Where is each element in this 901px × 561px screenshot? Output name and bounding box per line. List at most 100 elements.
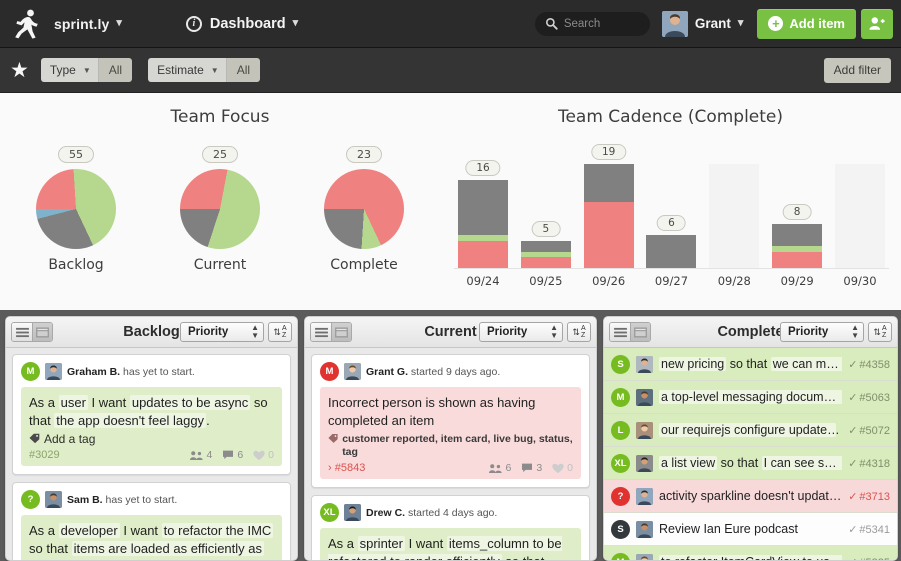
card-id[interactable]: #3029 (29, 449, 60, 461)
size-badge: M (611, 387, 630, 407)
filter-estimate[interactable]: Estimate ▼ All (148, 58, 261, 82)
bar-total-badge: 6 (657, 215, 686, 232)
card-tags[interactable]: Add a tag (29, 433, 274, 446)
story-text: so that (29, 395, 268, 428)
row-title: new pricing so that we can maximiz… (659, 357, 843, 371)
team-focus-chart: Team Focus 55 Backlog 25 Current 23 Complete (0, 93, 440, 310)
info-icon: i (185, 15, 202, 32)
bar-empty (709, 164, 760, 268)
chevron-down-icon: ▼ (210, 65, 219, 75)
item-card[interactable]: ? Sam B. has yet to start. As a develope… (12, 482, 291, 560)
brand-label: sprint.ly (54, 15, 110, 32)
sort-select-backlog[interactable]: Priority ▲ ▼ (180, 322, 264, 342)
card-view-button[interactable] (331, 323, 351, 341)
filter-estimate-text: Estimate (157, 63, 204, 77)
team-focus-title: Team Focus (170, 107, 270, 127)
card-story: As a sprinter I want items_column to be … (328, 535, 573, 560)
list-item[interactable]: L our requirejs configure updated so t… … (604, 414, 897, 447)
item-card[interactable]: XL Drew C. started 4 days ago. As a spri… (311, 495, 590, 560)
size-badge: S (611, 519, 630, 539)
list-item[interactable]: XL a list view so that I can see search … (604, 447, 897, 480)
bar-segment-red (583, 202, 634, 268)
view-toggle-backlog[interactable] (11, 322, 53, 342)
add-filter-button[interactable]: Add filter (823, 57, 891, 83)
avatar (636, 487, 653, 505)
list-item[interactable]: S new pricing so that we can maximiz… ✓#… (604, 348, 897, 381)
avatar (661, 10, 688, 37)
view-toggle-complete[interactable] (609, 322, 651, 342)
bar-stack (772, 224, 823, 268)
sort-select-current[interactable]: Priority ▲ ▼ (479, 322, 563, 342)
story-highlight: to refactor the IMC (161, 523, 274, 538)
row-id[interactable]: ✓ #5072 (848, 424, 890, 437)
check-icon: ✓ (848, 457, 858, 470)
list-view-button[interactable] (12, 323, 32, 341)
story-text: As a (29, 523, 59, 538)
stat-people: 4 (190, 449, 212, 461)
bar-segment-grey (520, 240, 571, 252)
list-item[interactable]: S Review Ian Eure podcast ✓ #5341 (604, 513, 897, 546)
card-view-button[interactable] (630, 323, 650, 341)
list-item[interactable]: ? activity sparkline doesn't update bas…… (604, 480, 897, 513)
card-tags[interactable]: customer reported, item card, live bug, … (328, 433, 573, 459)
card-view-button[interactable] (32, 323, 52, 341)
add-item-label: Add item (789, 16, 845, 31)
column-body-complete[interactable]: S new pricing so that we can maximiz… ✓#… (604, 348, 897, 560)
list-item[interactable]: M to refactor ItemCardView to use Riv… ✓… (604, 546, 897, 560)
story-highlight: the app doesn't feel laggy (54, 413, 207, 428)
row-id[interactable]: ✓#5325 (848, 556, 890, 561)
invite-user-button[interactable] (861, 8, 893, 39)
card-author: Graham B. (67, 365, 121, 378)
avatar (45, 363, 62, 380)
item-card[interactable]: M Grant G. started 9 days ago. Incorrect… (311, 354, 590, 488)
story-text: so that (29, 541, 72, 556)
search-box[interactable] (534, 11, 650, 36)
search-input[interactable] (563, 17, 636, 30)
card-view-icon (36, 326, 49, 338)
bar-total-badge: 16 (465, 160, 501, 177)
row-id[interactable]: ✓ #4318 (848, 457, 890, 470)
list-item[interactable]: M a top-level messaging document so… ✓#5… (604, 381, 897, 414)
sort-select-complete[interactable]: Priority ▲ ▼ (780, 322, 864, 342)
view-toggle-current[interactable] (310, 322, 352, 342)
row-id[interactable]: ✓ #4358 (848, 358, 890, 371)
bar-total-badge: 19 (590, 144, 627, 160)
card-footer: #3029 4 6 0 (29, 449, 274, 461)
dashboard-menu[interactable]: i Dashboard ▾ (185, 15, 298, 32)
runner-logo-icon[interactable] (10, 7, 44, 41)
item-card[interactable]: M Graham B. has yet to start. As a user … (12, 354, 291, 475)
row-id[interactable]: ✓ #5341 (848, 523, 890, 536)
size-badge: ? (21, 490, 40, 509)
row-id[interactable]: ✓ #5063 (848, 391, 890, 404)
pie-label: Backlog (48, 257, 104, 273)
list-view-button[interactable] (311, 323, 331, 341)
card-id[interactable]: › #5843 (328, 462, 366, 474)
pie-label: Complete (330, 257, 398, 273)
filter-type[interactable]: Type ▼ All (40, 58, 133, 82)
add-item-button[interactable]: + Add item (757, 8, 856, 39)
pie-slice-graphic (36, 169, 116, 249)
bar-segment-grey (772, 224, 823, 247)
user-menu[interactable]: Grant ▾ (661, 10, 743, 37)
sort-arrow-icon: ⇅ (572, 326, 580, 337)
bar-tick-label: 09/24 (466, 274, 500, 288)
column-body-backlog[interactable]: M Graham B. has yet to start. As a user … (6, 348, 297, 560)
story-highlight: items are loaded as efficiently as (71, 541, 265, 556)
column-body-current[interactable]: M Grant G. started 9 days ago. Incorrect… (305, 348, 596, 560)
row-text-mid: so that (717, 456, 762, 470)
story-highlight: sprinter (357, 536, 405, 551)
list-view-button[interactable] (610, 323, 630, 341)
row-id[interactable]: ✓ #3713 (848, 490, 890, 503)
card-tag-text: Add a tag (44, 432, 96, 446)
star-icon[interactable]: ★ (10, 58, 29, 82)
card-story: As a developer I want to refactor the IM… (29, 522, 274, 558)
bar-segment-green (458, 235, 508, 241)
card-meta: Sam B. has yet to start. (67, 493, 178, 506)
brand-menu[interactable]: sprint.ly ▾ (44, 16, 122, 32)
